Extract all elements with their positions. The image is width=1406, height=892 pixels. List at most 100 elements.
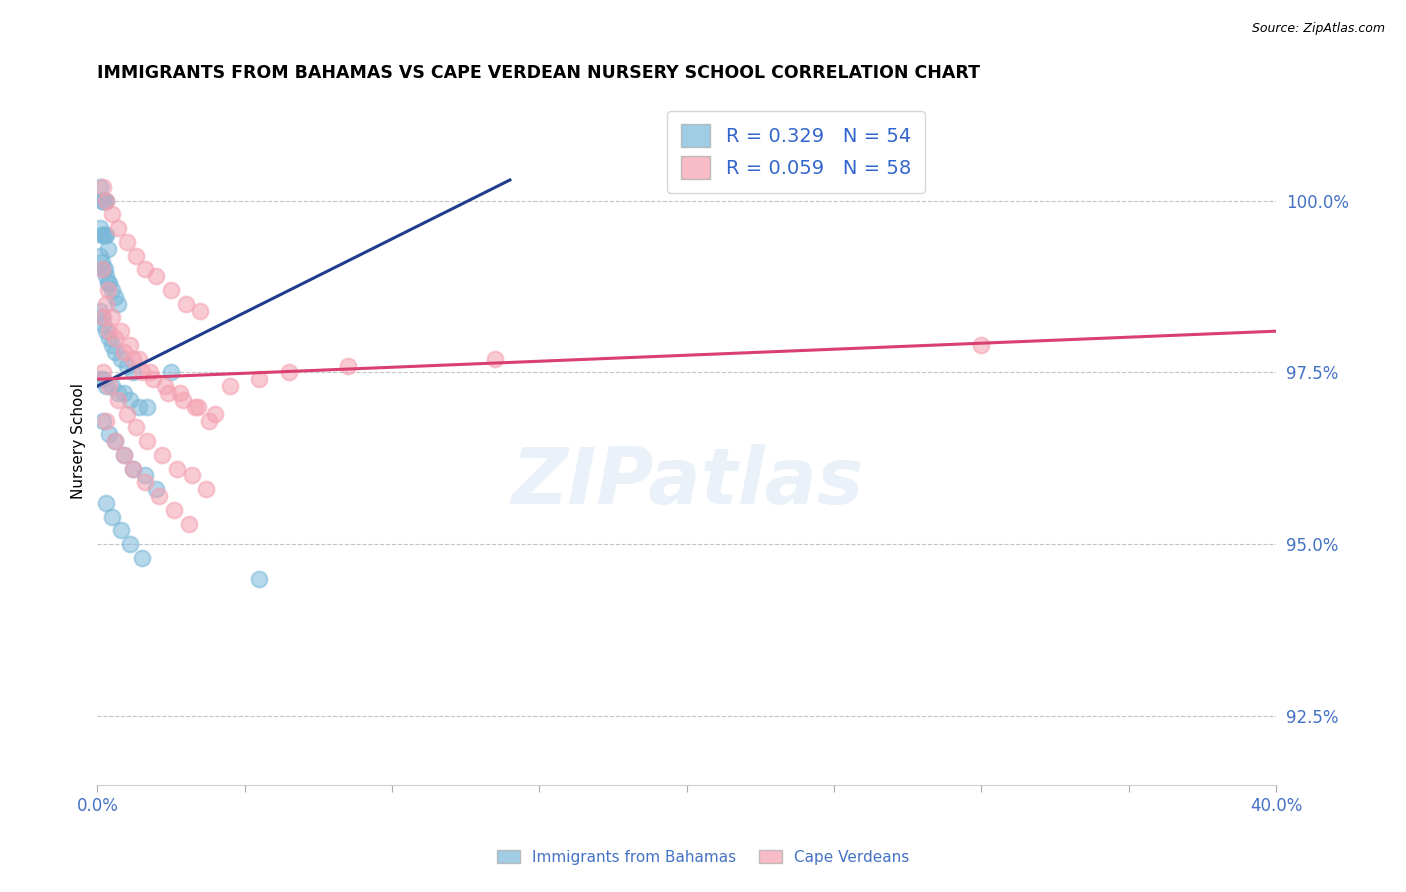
Point <box>96 269 118 284</box>
Point <box>89 303 111 318</box>
Point <box>166 461 188 475</box>
Text: Source: ZipAtlas.com: Source: ZipAtlas.com <box>1251 22 1385 36</box>
Point <box>98 331 121 345</box>
Legend: Immigrants from Bahamas, Cape Verdeans: Immigrants from Bahamas, Cape Verdeans <box>491 844 915 871</box>
Point <box>150 448 173 462</box>
Point <box>121 351 143 366</box>
Point <box>131 365 153 379</box>
Point <box>91 194 114 208</box>
Point <box>136 434 159 449</box>
Point <box>91 227 114 242</box>
Point <box>163 503 186 517</box>
Point <box>104 434 127 449</box>
Point <box>90 310 112 325</box>
Point <box>91 262 114 277</box>
Point <box>96 227 118 242</box>
Point <box>107 386 129 401</box>
Point <box>91 365 114 379</box>
Point <box>112 448 135 462</box>
Point <box>139 365 162 379</box>
Point <box>249 572 271 586</box>
Point <box>180 468 202 483</box>
Point <box>970 338 993 352</box>
Point <box>101 283 124 297</box>
Point <box>91 372 114 386</box>
Point <box>110 351 132 366</box>
Point <box>96 296 118 310</box>
Point <box>93 262 115 277</box>
Point <box>183 400 205 414</box>
Point <box>128 351 150 366</box>
Point <box>104 344 127 359</box>
Point <box>134 468 156 483</box>
Text: IMMIGRANTS FROM BAHAMAS VS CAPE VERDEAN NURSERY SCHOOL CORRELATION CHART: IMMIGRANTS FROM BAHAMAS VS CAPE VERDEAN … <box>97 64 980 82</box>
Point <box>90 194 112 208</box>
Point <box>131 551 153 566</box>
Point <box>219 379 242 393</box>
Point <box>104 331 127 345</box>
Point <box>107 392 129 407</box>
Point <box>121 461 143 475</box>
Point <box>98 427 121 442</box>
Point <box>97 276 120 290</box>
Point <box>336 359 359 373</box>
Point <box>134 475 156 490</box>
Point <box>101 379 124 393</box>
Point <box>115 407 138 421</box>
Point <box>174 296 197 310</box>
Point <box>145 482 167 496</box>
Point <box>107 296 129 310</box>
Point <box>118 392 141 407</box>
Point <box>104 434 127 449</box>
Legend: R = 0.329   N = 54, R = 0.059   N = 58: R = 0.329 N = 54, R = 0.059 N = 58 <box>668 111 925 193</box>
Point <box>172 392 194 407</box>
Point <box>101 310 124 325</box>
Point <box>118 537 141 551</box>
Point <box>98 276 121 290</box>
Point <box>124 420 146 434</box>
Point <box>249 372 271 386</box>
Point <box>96 194 118 208</box>
Point <box>110 524 132 538</box>
Point <box>121 365 143 379</box>
Point <box>90 227 112 242</box>
Point <box>91 413 114 427</box>
Point <box>115 235 138 249</box>
Point <box>142 372 165 386</box>
Point <box>98 324 121 338</box>
Y-axis label: Nursery School: Nursery School <box>72 384 86 500</box>
Point <box>187 400 209 414</box>
Point <box>153 379 176 393</box>
Point <box>112 448 135 462</box>
Point <box>96 324 118 338</box>
Point <box>93 227 115 242</box>
Point <box>134 262 156 277</box>
Point <box>96 379 118 393</box>
Point <box>97 283 120 297</box>
Point <box>204 407 226 421</box>
Point <box>101 509 124 524</box>
Point <box>118 338 141 352</box>
Point <box>91 179 114 194</box>
Point <box>136 400 159 414</box>
Point <box>91 318 114 332</box>
Point <box>110 324 132 338</box>
Point <box>277 365 299 379</box>
Point <box>98 379 121 393</box>
Point <box>89 179 111 194</box>
Point <box>91 310 114 325</box>
Point <box>107 221 129 235</box>
Point <box>101 207 124 221</box>
Point <box>96 496 118 510</box>
Point <box>169 386 191 401</box>
Point <box>112 386 135 401</box>
Point <box>104 290 127 304</box>
Point <box>198 413 221 427</box>
Point <box>90 262 112 277</box>
Point <box>484 351 506 366</box>
Point <box>195 482 218 496</box>
Point <box>160 365 183 379</box>
Point <box>89 249 111 263</box>
Point <box>190 303 212 318</box>
Point <box>177 516 200 531</box>
